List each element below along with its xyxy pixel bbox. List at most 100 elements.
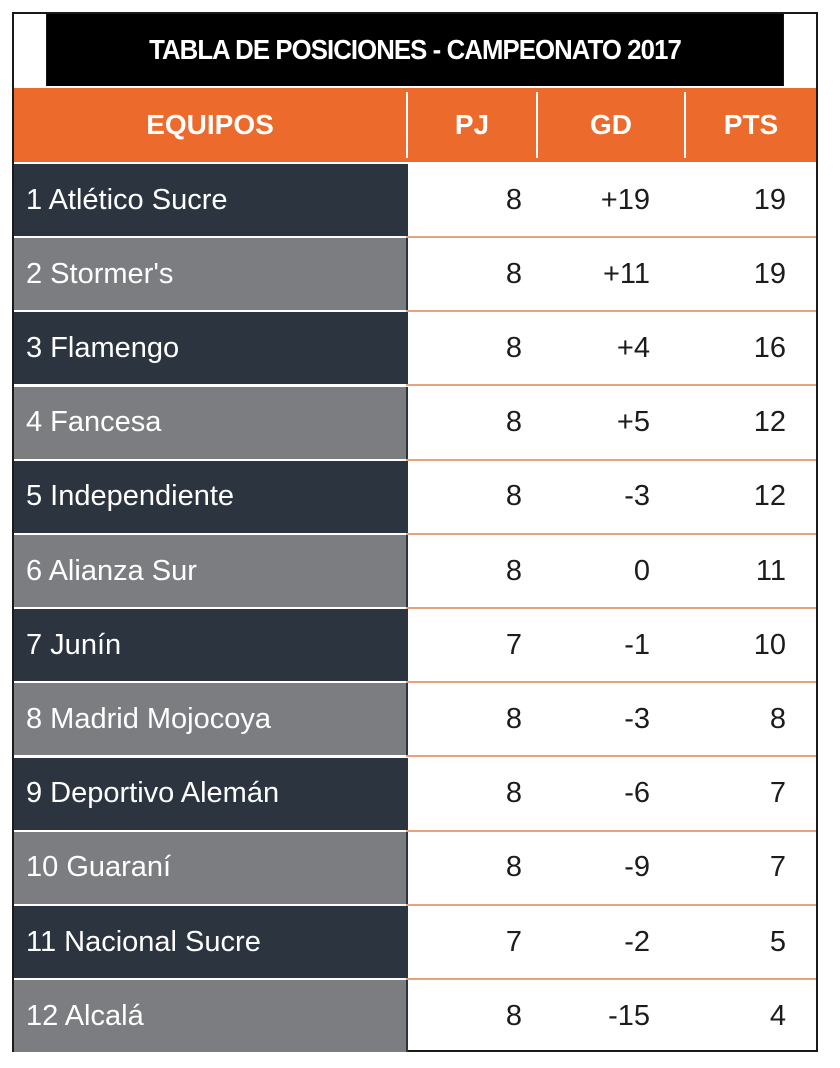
pts-value: 12: [753, 406, 786, 439]
column-divider: [406, 980, 408, 1053]
row-divider: [14, 236, 406, 238]
pj-value: 8: [505, 777, 522, 810]
pj-value: 7: [505, 628, 522, 661]
pts-value: 12: [753, 480, 786, 513]
row-divider: [406, 829, 816, 832]
team-name: 11 Nacional Sucre: [14, 906, 406, 978]
pj-value: 8: [505, 406, 522, 439]
gd-value: -3: [624, 702, 650, 735]
header-pts: PTS: [723, 109, 779, 140]
row-divider: [406, 978, 816, 980]
row-divider: [406, 310, 816, 313]
gd-value: -15: [608, 999, 650, 1032]
pj-value: 8: [505, 702, 522, 735]
pj-value: 8: [505, 554, 522, 587]
pts-value: 4: [769, 999, 786, 1032]
gd-value: -1: [624, 628, 650, 661]
row-divider: [14, 384, 406, 387]
table-row: 1 Atlético Sucre 8 +19 19: [14, 164, 816, 238]
column-divider: [406, 831, 408, 904]
pj-value: 8: [505, 257, 522, 290]
column-divider: [406, 535, 408, 607]
column-divider: [406, 460, 408, 533]
header-divider: [406, 92, 408, 158]
team-name: 6 Alianza Sur: [14, 535, 406, 607]
table-title: TABLA DE POSICIONES - CAMPEONATO 2017: [46, 14, 784, 86]
standings-table: TABLA DE POSICIONES - CAMPEONATO 2017 EQ…: [12, 12, 818, 1054]
column-divider: [406, 386, 408, 459]
row-divider: [14, 681, 406, 684]
pts-value: 7: [769, 777, 786, 810]
row-divider: [14, 903, 406, 906]
table-row: 12 Alcalá 8 -15 4: [14, 980, 816, 1054]
row-divider: [14, 532, 406, 535]
table-row: 11 Nacional Sucre 7 -2 5: [14, 906, 816, 980]
gd-value: +5: [616, 406, 650, 439]
table-row: 9 Deportivo Alemán 8 -6 7: [14, 757, 816, 832]
gd-value: -6: [624, 777, 650, 810]
table-row: 6 Alianza Sur 8 0 11: [14, 535, 816, 609]
gd-value: +4: [616, 331, 650, 364]
team-name: 12 Alcalá: [14, 980, 406, 1053]
pj-value: 8: [505, 999, 522, 1032]
team-name: 4 Fancesa: [14, 386, 406, 459]
gd-value: 0: [633, 554, 650, 587]
row-divider: [406, 607, 816, 609]
row-divider: [14, 978, 406, 980]
row-divider: [406, 681, 816, 684]
row-divider: [14, 829, 406, 832]
header-divider: [684, 92, 686, 158]
table-row: 2 Stormer's 8 +11 19: [14, 238, 816, 313]
table-row: 4 Fancesa 8 +5 12: [14, 386, 816, 461]
team-name: 8 Madrid Mojocoya: [14, 683, 406, 756]
gd-value: -9: [624, 851, 650, 884]
row-divider: [406, 903, 816, 906]
gd-value: +11: [602, 257, 650, 290]
header-gd: GD: [590, 109, 632, 140]
column-divider: [406, 609, 408, 682]
column-divider: [406, 906, 408, 978]
column-divider: [406, 164, 408, 236]
row-divider: [14, 607, 406, 609]
table-row: 3 Flamengo 8 +4 16: [14, 312, 816, 387]
pts-value: 16: [753, 331, 786, 364]
team-name: 2 Stormer's: [14, 238, 406, 311]
pj-value: 7: [505, 925, 522, 958]
pts-value: 19: [753, 183, 786, 216]
column-divider: [406, 312, 408, 385]
pts-value: 5: [769, 925, 786, 958]
team-name: 9 Deportivo Alemán: [14, 757, 406, 830]
row-divider: [14, 755, 406, 758]
row-divider: [406, 755, 816, 758]
pts-value: 7: [769, 851, 786, 884]
pts-value: 8: [769, 702, 786, 735]
row-divider: [14, 458, 406, 461]
table-row: 10 Guaraní 8 -9 7: [14, 831, 816, 906]
pts-value: 11: [755, 554, 786, 587]
header-divider: [536, 92, 538, 158]
team-name: 7 Junín: [14, 609, 406, 682]
row-divider: [406, 532, 816, 535]
column-divider: [406, 238, 408, 311]
team-name: 5 Independiente: [14, 460, 406, 533]
row-divider: [406, 384, 816, 387]
table-row: 5 Independiente 8 -3 12: [14, 460, 816, 535]
pts-value: 10: [753, 628, 786, 661]
gd-value: -3: [624, 480, 650, 513]
team-name: 1 Atlético Sucre: [14, 164, 406, 236]
row-divider: [406, 458, 816, 461]
table-row: 8 Madrid Mojocoya 8 -3 8: [14, 683, 816, 758]
column-divider: [406, 757, 408, 830]
row-divider: [406, 236, 816, 238]
pj-value: 8: [505, 183, 522, 216]
pj-value: 8: [505, 480, 522, 513]
column-divider: [406, 683, 408, 756]
pj-value: 8: [505, 331, 522, 364]
pj-value: 8: [505, 851, 522, 884]
gd-value: -2: [624, 925, 650, 958]
table-row: 7 Junín 7 -1 10: [14, 609, 816, 684]
team-name: 3 Flamengo: [14, 312, 406, 385]
team-name: 10 Guaraní: [14, 831, 406, 904]
header-pj: PJ: [454, 109, 490, 140]
header-equipos: EQUIPOS: [146, 109, 274, 140]
